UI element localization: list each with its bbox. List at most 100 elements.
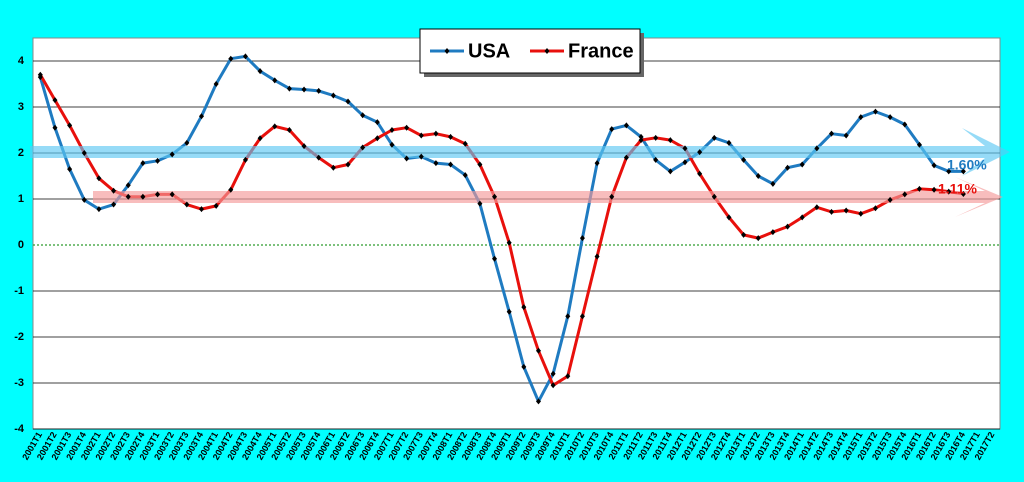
marker — [111, 187, 117, 194]
marker — [330, 164, 336, 171]
marker — [462, 140, 468, 147]
marker — [198, 206, 204, 213]
markers — [37, 53, 966, 405]
y-tick-label: 4 — [18, 55, 25, 67]
marker — [785, 164, 791, 171]
blue-arrow — [30, 128, 1010, 176]
marker — [887, 114, 893, 121]
marker — [345, 98, 351, 105]
marker — [96, 206, 102, 213]
marker — [623, 122, 629, 129]
marker — [111, 201, 117, 208]
marker — [286, 85, 292, 92]
marker — [418, 153, 424, 160]
plot-area — [32, 37, 1001, 430]
marker — [477, 161, 483, 168]
marker — [433, 130, 439, 137]
marker — [946, 188, 952, 195]
marker — [360, 144, 366, 151]
marker — [81, 150, 87, 156]
marker — [360, 112, 366, 119]
marker — [667, 137, 673, 144]
marker — [902, 121, 908, 128]
marker — [492, 255, 498, 262]
marker — [535, 347, 541, 354]
marker — [858, 210, 864, 217]
marker — [418, 132, 424, 139]
marker — [330, 92, 336, 99]
marker — [169, 151, 175, 158]
marker — [213, 81, 219, 87]
marker — [272, 123, 278, 130]
marker — [550, 370, 556, 377]
marker — [67, 122, 73, 129]
marker — [286, 127, 292, 133]
marker — [565, 313, 571, 320]
marker — [916, 185, 922, 192]
marker — [682, 145, 688, 152]
y-tick-label: -1 — [14, 285, 24, 297]
marker — [462, 172, 468, 179]
legend-marker — [544, 48, 550, 54]
marker — [770, 180, 776, 187]
marker — [814, 204, 820, 211]
marker — [477, 200, 483, 207]
marker — [829, 208, 835, 215]
marker — [946, 168, 952, 175]
marker — [902, 191, 908, 198]
marker — [198, 113, 204, 120]
marker — [521, 363, 527, 370]
y-tick-label: 3 — [18, 101, 24, 113]
marker — [316, 87, 322, 94]
marker — [448, 133, 454, 140]
marker — [169, 191, 175, 198]
series-line — [39, 74, 964, 387]
legend-marker — [444, 48, 450, 54]
marker — [492, 193, 498, 200]
marker — [81, 196, 87, 203]
marker — [272, 77, 278, 84]
marker — [931, 186, 937, 193]
marker — [242, 53, 248, 60]
marker — [140, 193, 146, 200]
marker — [257, 135, 263, 142]
marker — [711, 193, 717, 200]
marker — [667, 168, 673, 175]
marker — [653, 134, 659, 141]
marker — [726, 139, 732, 146]
marker — [814, 145, 820, 152]
marker — [770, 229, 776, 236]
annotation: 1.11% — [938, 181, 977, 197]
marker — [755, 235, 761, 242]
y-tick-label: 0 — [18, 239, 24, 251]
marker — [67, 166, 73, 173]
marker — [682, 159, 688, 166]
marker — [623, 154, 629, 161]
marker — [653, 156, 659, 163]
marker — [155, 191, 161, 198]
marker — [550, 382, 556, 389]
marker — [155, 157, 161, 164]
marker — [404, 124, 410, 131]
marker — [638, 133, 644, 140]
marker — [257, 68, 263, 75]
marker — [404, 155, 410, 162]
y-tick-label: -4 — [14, 423, 25, 435]
marker — [741, 156, 747, 163]
marker — [242, 156, 248, 163]
marker — [389, 127, 395, 133]
marker — [579, 313, 585, 320]
marker — [609, 193, 615, 200]
red-arrow — [93, 177, 1003, 217]
marker — [755, 173, 761, 179]
marker — [228, 186, 234, 193]
marker — [389, 141, 395, 148]
y-tick-label: 1 — [18, 193, 24, 205]
marker — [594, 160, 600, 167]
marker — [184, 139, 190, 146]
annotation: 1.60% — [947, 157, 987, 173]
marker — [316, 154, 322, 161]
marker — [609, 126, 615, 133]
marker — [843, 132, 849, 139]
marker — [579, 235, 585, 242]
